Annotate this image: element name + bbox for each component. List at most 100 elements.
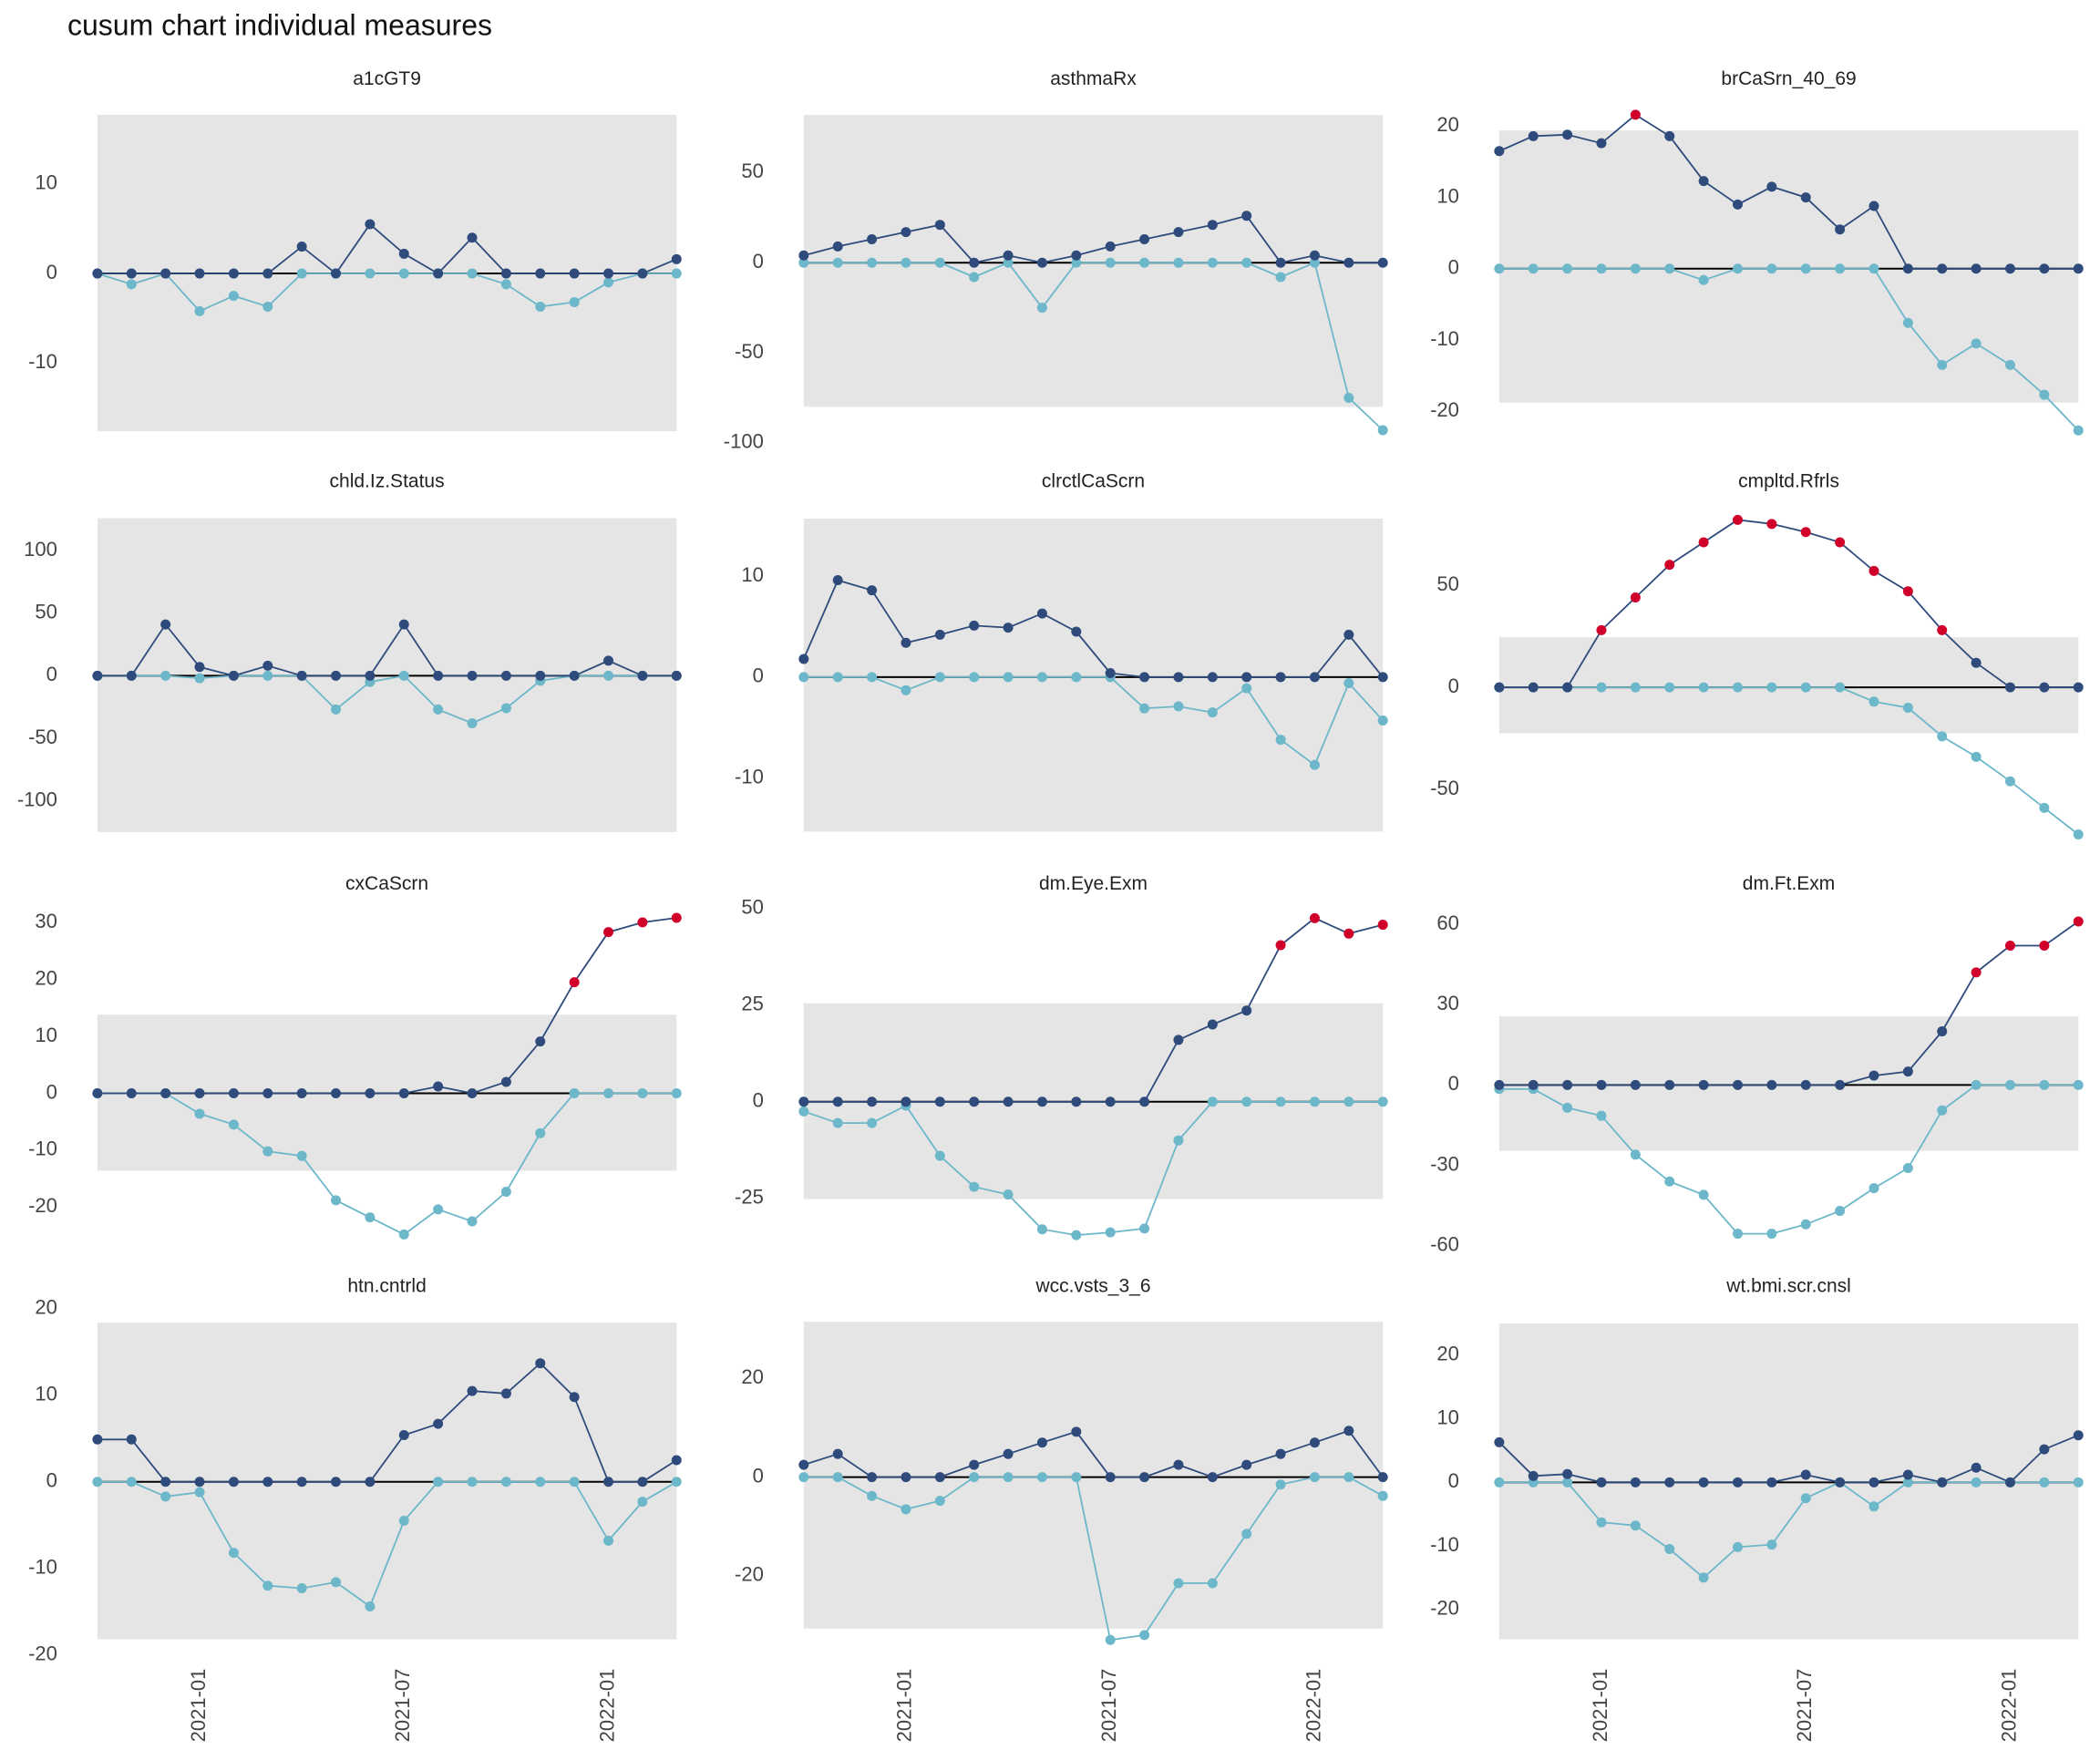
point bbox=[867, 672, 878, 683]
point bbox=[1343, 257, 1354, 268]
panel-title: dm.Eye.Exm bbox=[1039, 873, 1148, 894]
alert-point bbox=[1309, 912, 1320, 923]
point bbox=[1036, 257, 1047, 268]
y-tick-label: -20 bbox=[1430, 398, 1459, 421]
point bbox=[331, 1477, 342, 1488]
alert-point bbox=[603, 927, 614, 938]
point bbox=[1937, 1105, 1948, 1116]
y-tick-label: -50 bbox=[735, 340, 764, 363]
series-line bbox=[1498, 686, 2079, 836]
alert-point bbox=[637, 917, 648, 928]
series-line bbox=[803, 1476, 1384, 1642]
point bbox=[160, 268, 171, 279]
point bbox=[1937, 263, 1948, 274]
point bbox=[1630, 682, 1641, 693]
y-tick-label: -10 bbox=[28, 350, 57, 373]
y-tick-label: 0 bbox=[753, 250, 764, 273]
point bbox=[262, 670, 273, 681]
point bbox=[1105, 257, 1116, 268]
point bbox=[1377, 257, 1388, 268]
point bbox=[798, 654, 809, 664]
point bbox=[1630, 1477, 1641, 1488]
point bbox=[500, 268, 511, 279]
series-line bbox=[1498, 1481, 2079, 1580]
point bbox=[934, 1150, 945, 1161]
point bbox=[1868, 1183, 1879, 1194]
panel: dm.Ft.Exm -60 -30 0 30 60 bbox=[1430, 873, 2084, 1256]
point bbox=[1173, 1459, 1184, 1470]
point bbox=[160, 1087, 171, 1098]
point bbox=[1275, 1096, 1286, 1107]
point bbox=[1971, 263, 1982, 274]
x-tick-label: 2022-01 bbox=[1997, 1669, 2020, 1743]
point bbox=[500, 1076, 511, 1087]
point bbox=[467, 232, 478, 243]
series-line bbox=[803, 676, 1384, 767]
panel: asthmaRx -100 -50 0 50 bbox=[724, 68, 1388, 453]
point bbox=[934, 1096, 945, 1107]
point bbox=[1071, 250, 1082, 261]
point bbox=[1664, 1477, 1675, 1488]
point bbox=[671, 268, 682, 279]
point bbox=[1309, 257, 1320, 268]
point bbox=[331, 1195, 342, 1206]
panel: wcc.vsts_3_6 -20 0 20 2021-01 2021-07 2022-01 bbox=[735, 1276, 1388, 1742]
point bbox=[1766, 1229, 1777, 1240]
point bbox=[969, 1472, 980, 1483]
point bbox=[1275, 257, 1286, 268]
point bbox=[194, 1087, 205, 1098]
point bbox=[1937, 1477, 1948, 1488]
point bbox=[126, 279, 137, 290]
alert-point bbox=[1766, 519, 1777, 530]
panel-title: dm.Ft.Exm bbox=[1743, 873, 1836, 894]
point bbox=[1003, 1448, 1014, 1459]
point bbox=[160, 619, 171, 630]
point bbox=[1275, 672, 1286, 683]
point bbox=[1902, 1163, 1913, 1174]
y-tick-label: -10 bbox=[1430, 327, 1459, 350]
y-tick-label: -60 bbox=[1430, 1233, 1459, 1256]
chart-title: cusum chart individual measures bbox=[67, 8, 492, 41]
point bbox=[1800, 1219, 1811, 1230]
point bbox=[1971, 657, 1982, 668]
point bbox=[1698, 1079, 1709, 1090]
y-tick-label: 0 bbox=[753, 1089, 764, 1112]
point bbox=[1562, 682, 1573, 693]
point bbox=[1971, 1462, 1982, 1473]
point bbox=[798, 1106, 809, 1117]
point bbox=[1766, 1477, 1777, 1488]
alert-point bbox=[2039, 940, 2050, 951]
point bbox=[637, 670, 648, 681]
point bbox=[1071, 672, 1082, 683]
point bbox=[832, 575, 843, 586]
point bbox=[1630, 1520, 1641, 1531]
point bbox=[1071, 1230, 1082, 1240]
point bbox=[603, 655, 614, 666]
y-tick-label: -10 bbox=[735, 765, 764, 788]
point bbox=[2073, 1079, 2084, 1090]
point bbox=[671, 1477, 682, 1488]
panel-title: cxCaScrn bbox=[345, 873, 428, 894]
point bbox=[671, 670, 682, 681]
point bbox=[228, 291, 239, 302]
point bbox=[867, 1472, 878, 1483]
alert-point bbox=[1275, 940, 1286, 951]
point bbox=[365, 670, 376, 681]
point bbox=[228, 268, 239, 279]
point bbox=[1377, 1096, 1388, 1107]
point bbox=[535, 1358, 546, 1369]
point bbox=[433, 704, 444, 715]
point bbox=[867, 257, 878, 268]
series-line bbox=[803, 917, 1384, 1103]
point bbox=[1003, 1189, 1014, 1200]
point bbox=[2004, 1477, 2015, 1488]
point bbox=[433, 1477, 444, 1488]
y-tick-label: 0 bbox=[1448, 674, 1459, 697]
point bbox=[1800, 1469, 1811, 1480]
point bbox=[2004, 263, 2015, 274]
point bbox=[194, 268, 205, 279]
point bbox=[365, 1087, 376, 1098]
point bbox=[1971, 338, 1982, 349]
point bbox=[92, 1434, 103, 1445]
